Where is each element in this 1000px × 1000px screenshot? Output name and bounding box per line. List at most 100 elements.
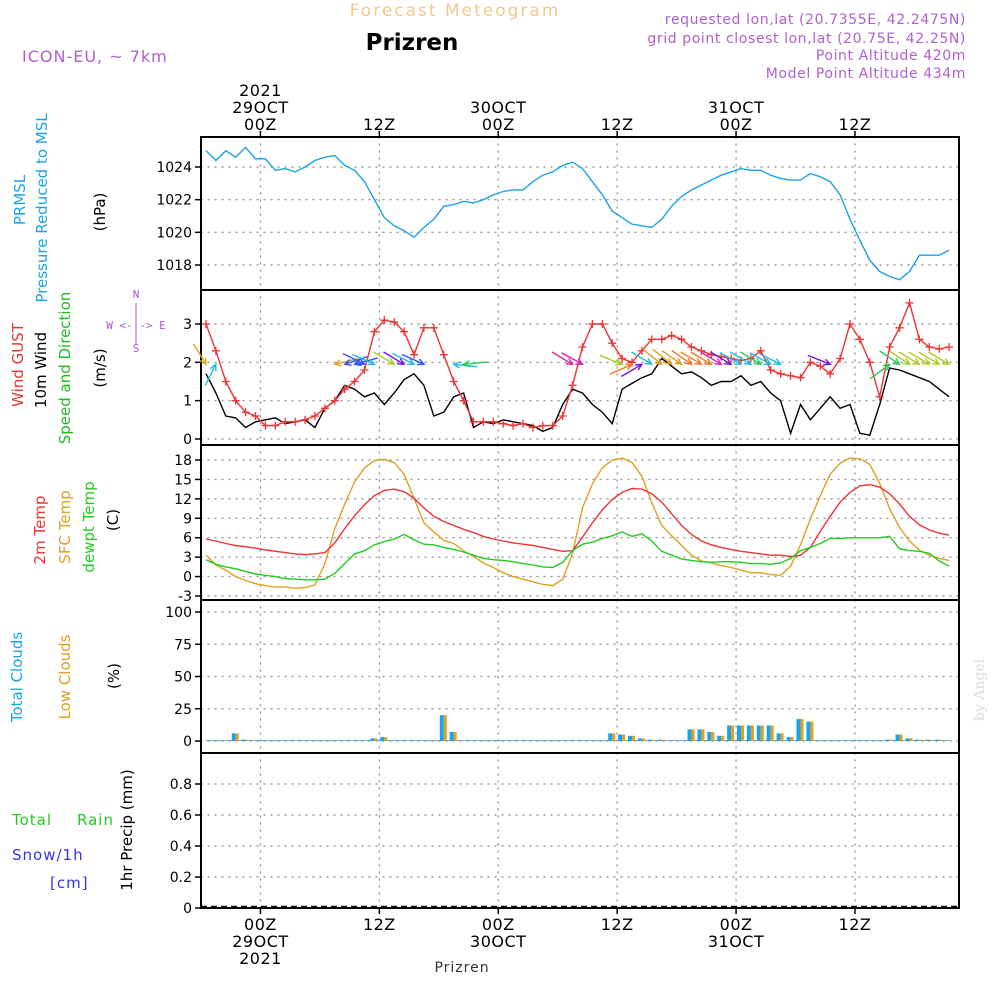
time-label-top: 2021: [239, 81, 282, 100]
temp-ytick-label: 3: [183, 550, 192, 566]
sfc-temp-line: [205, 457, 950, 589]
total-clouds-bar: [697, 729, 702, 741]
wind-direction-arrow: [383, 351, 406, 366]
total-clouds-bar: [806, 721, 811, 741]
wind-gust-marker: [360, 366, 369, 374]
low-clouds-bar: [760, 725, 764, 741]
wind-gust-label: Wind GUST: [9, 322, 27, 407]
total-clouds-bar: [608, 733, 613, 741]
snow-unit-label: [cm]: [50, 874, 89, 892]
point-altitude: Point Altitude 420m: [816, 48, 966, 64]
wind-ytick-label: 0: [183, 432, 192, 448]
wind-frame: [200, 289, 960, 446]
wind-gust-marker: [499, 419, 508, 428]
wind-gust-marker: [667, 331, 676, 340]
wind-gust-marker: [657, 335, 666, 344]
wind-dir-label: Speed and Direction: [56, 292, 74, 445]
low-clouds-bar: [235, 733, 239, 741]
panel-precipitation: 0 0.2 0.4 0.6 0.8: [170, 752, 960, 917]
clouds-unit-label: (%): [105, 663, 123, 689]
low-clouds-bar: [443, 715, 447, 741]
wind-direction-arrow: [908, 351, 931, 366]
low-clouds-bar: [374, 738, 378, 741]
10m-wind-line: [205, 357, 950, 437]
clouds-labels: Total Clouds Low Clouds (%): [8, 632, 123, 724]
location-title: Prizren: [366, 30, 459, 56]
low-clouds-bar: [929, 739, 933, 741]
time-label-bottom: 29OCT: [232, 932, 288, 951]
wind-gust-marker: [598, 320, 607, 328]
temp-unit-label: (C): [104, 509, 122, 531]
wind-gust-marker: [370, 327, 379, 336]
total-clouds-bar: [628, 735, 632, 741]
wind-gust-marker: [618, 354, 627, 363]
time-label-bottom: 30OCT: [470, 932, 526, 951]
low-clouds-bar: [245, 739, 249, 741]
wind-gust-marker: [697, 346, 706, 355]
precip-ytick-label: 0: [183, 901, 192, 917]
wind-labels: Wind GUST 10m Wind Speed and Direction (…: [9, 288, 166, 444]
wind-gust-marker: [796, 373, 805, 382]
total-rain-label-2: Rain: [77, 811, 114, 829]
wind-gust-marker: [439, 350, 448, 359]
compass-n: N: [133, 288, 140, 301]
total-clouds-bar: [796, 719, 801, 741]
low-clouds-bar: [790, 737, 794, 741]
total-clouds-bar: [717, 735, 722, 741]
wind-direction-arrow: [680, 351, 703, 366]
total-clouds-bar: [439, 715, 444, 741]
wind-gust-marker: [895, 323, 904, 332]
wind-gust-marker: [846, 320, 855, 328]
time-label-bottom: 00Z: [720, 915, 753, 934]
wind-gust-marker: [677, 335, 686, 344]
wind-direction-arrow: [352, 353, 376, 366]
low-clouds-bar: [800, 719, 804, 741]
wind-gust-marker: [211, 346, 220, 355]
temp-ytick-label: 6: [183, 531, 192, 547]
time-label-top: 12Z: [601, 115, 634, 134]
wind-gust-marker: [221, 377, 230, 386]
total-clouds-bar: [756, 725, 761, 741]
low-clouds-bar: [661, 739, 665, 741]
wind-gust-marker: [905, 298, 914, 307]
wind-direction-arrow: [401, 353, 426, 366]
time-label-top: 12Z: [363, 115, 396, 134]
wind-direction-arrow: [729, 351, 753, 366]
wind-gust-marker: [935, 344, 944, 353]
sfc-temp-label: SFC Temp: [56, 490, 74, 563]
total-clouds-bar: [895, 734, 900, 741]
pressure-ytick-label: 1020: [156, 225, 192, 241]
wind-gust-marker: [459, 396, 468, 405]
total-clouds-bar: [885, 739, 890, 741]
wind-direction-arrow: [671, 350, 693, 366]
wind-10m-label: 10m Wind: [32, 332, 50, 408]
low-clouds-bar: [711, 732, 715, 741]
time-label-bottom: 12Z: [839, 915, 872, 934]
wind-direction-arrow: [661, 350, 683, 366]
total-clouds-bar: [935, 739, 940, 741]
wind-gust-marker: [687, 343, 696, 351]
wind-gust-marker: [875, 392, 884, 401]
low-clouds-bar: [612, 733, 616, 741]
grid-point-coords: grid point closest lon,lat (20.75E, 42.2…: [647, 31, 966, 47]
wind-gust-marker: [538, 421, 547, 430]
wind-gust-marker: [885, 343, 894, 351]
wind-gust-marker: [836, 354, 845, 363]
low-clouds-bar: [641, 738, 645, 741]
time-label-bottom: 00Z: [482, 915, 515, 934]
time-label-bottom: 12Z: [601, 915, 634, 934]
total-clouds-bar: [746, 725, 751, 741]
wind-direction-arrow: [710, 351, 733, 366]
wind-gust-marker: [231, 396, 240, 405]
wind-gust-marker: [330, 396, 339, 405]
pressure-labels: PRMSL Pressure Reduced to MSL (hPa): [11, 113, 109, 303]
wind-ytick-label: 1: [183, 394, 192, 410]
wind-gust-marker: [380, 316, 389, 325]
total-clouds-bar: [737, 725, 741, 741]
prmsl-unit-label: (hPa): [91, 193, 109, 232]
wind-direction-arrow: [599, 354, 624, 366]
wind-gust-marker: [558, 412, 567, 420]
temp-ytick-label: 9: [183, 511, 192, 527]
